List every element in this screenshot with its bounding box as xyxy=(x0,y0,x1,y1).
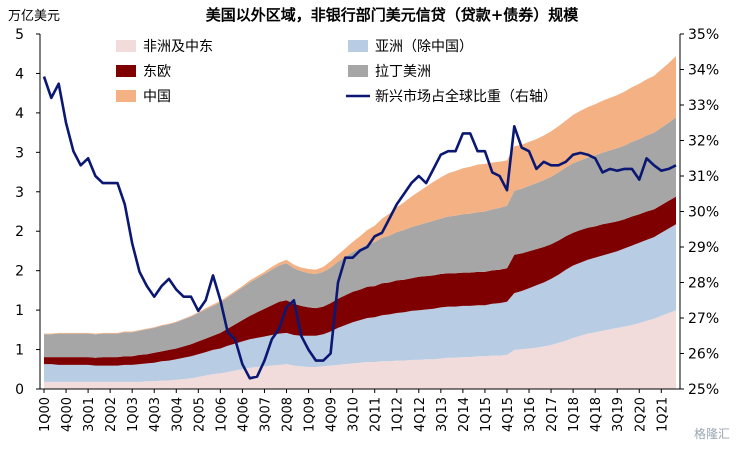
x-tick-label: 1Q12 xyxy=(391,397,406,432)
y-left-tick-label: 3 xyxy=(15,185,24,201)
y-right-tick-label: 25% xyxy=(688,382,719,398)
line-series-share xyxy=(42,76,677,380)
area-series-1 xyxy=(44,224,676,382)
legend-swatch-3 xyxy=(348,65,368,77)
x-tick-label: 2Q17 xyxy=(545,397,560,432)
x-tick-label: 4Q12 xyxy=(413,397,428,432)
x-tick-label: 4Q15 xyxy=(501,397,516,432)
legend-label-0: 非洲及中东 xyxy=(143,39,213,55)
y-left-tick-label: 1 xyxy=(15,343,24,359)
area-series-0 xyxy=(44,310,676,389)
y-right-tick-label: 33% xyxy=(688,98,719,114)
legend-swatch-1 xyxy=(348,40,368,52)
x-tick-label: 3Q19 xyxy=(611,397,626,432)
chart-title: 美国以外区域，非银行部门美元信贷（贷款+债券）规模 xyxy=(206,6,580,24)
x-tick-label: 2Q11 xyxy=(369,397,384,432)
x-tick-label: 4Q03 xyxy=(148,397,163,432)
x-tick-label: 3Q13 xyxy=(435,397,450,432)
x-tick-label: 2Q05 xyxy=(192,397,207,432)
x-tick-label: 1Q03 xyxy=(126,397,141,432)
x-tick-label: 4Q18 xyxy=(589,397,604,432)
y-left-tick-label: 4 xyxy=(15,106,24,122)
y-right-tick-label: 29% xyxy=(688,240,719,256)
x-tick-label: 2Q02 xyxy=(104,397,119,432)
x-tick-label: 3Q07 xyxy=(258,397,273,432)
y-left-tick-label: 0 xyxy=(15,382,24,398)
y-unit-label: 万亿美元 xyxy=(8,9,60,24)
legend-swatch-2 xyxy=(116,65,136,77)
y-left-tick-label: 2 xyxy=(15,224,24,240)
x-tick-label: 1Q18 xyxy=(567,397,582,432)
legend-label-2: 东欧 xyxy=(143,64,171,80)
watermark-text: 格隆汇 xyxy=(693,427,730,441)
y-right-tick-label: 27% xyxy=(688,311,719,327)
x-tick-label: 2Q20 xyxy=(633,397,648,432)
x-tick-label: 1Q21 xyxy=(655,397,670,432)
y-left-tick-label: 4 xyxy=(15,66,24,82)
y-right-tick-label: 31% xyxy=(688,169,719,185)
y-left-tick-label: 1 xyxy=(15,303,24,319)
x-tick-label: 1Q15 xyxy=(479,397,494,432)
x-tick-label: 1Q06 xyxy=(214,397,229,432)
x-tick-label: 1Q00 xyxy=(38,397,53,432)
legend-label-3: 拉丁美洲 xyxy=(375,64,431,80)
y-left-tick-label: 5 xyxy=(15,27,24,43)
y-right-tick-label: 35% xyxy=(688,27,719,43)
y-right-tick-label: 26% xyxy=(688,347,719,363)
x-tick-label: 4Q06 xyxy=(236,397,251,432)
x-tick-label: 3Q16 xyxy=(523,397,538,432)
x-tick-label: 4Q09 xyxy=(325,397,340,432)
y-right-tick-label: 30% xyxy=(688,205,719,221)
x-tick-label: 3Q01 xyxy=(82,397,97,432)
legend-label-4: 中国 xyxy=(143,89,171,105)
x-tick-label: 2Q14 xyxy=(457,397,472,432)
y-right-tick-label: 28% xyxy=(688,276,719,292)
x-tick-label: 3Q10 xyxy=(347,397,362,432)
y-left-tick-label: 3 xyxy=(15,145,24,161)
legend-label-1: 亚洲（除中国） xyxy=(375,39,473,55)
y-right-tick-label: 32% xyxy=(688,134,719,150)
legend-swatch-0 xyxy=(116,40,136,52)
x-tick-label: 2Q08 xyxy=(281,397,296,432)
x-tick-label: 3Q04 xyxy=(170,397,185,432)
x-tick-label: 1Q09 xyxy=(303,397,318,432)
y-right-tick-label: 34% xyxy=(688,63,719,79)
y-left-tick-label: 2 xyxy=(15,264,24,280)
legend-swatch-4 xyxy=(116,90,136,102)
legend-label-5: 新兴市场占全球比重（右轴） xyxy=(375,88,557,105)
x-tick-label: 4Q00 xyxy=(60,397,75,432)
area-series-3 xyxy=(44,117,676,358)
